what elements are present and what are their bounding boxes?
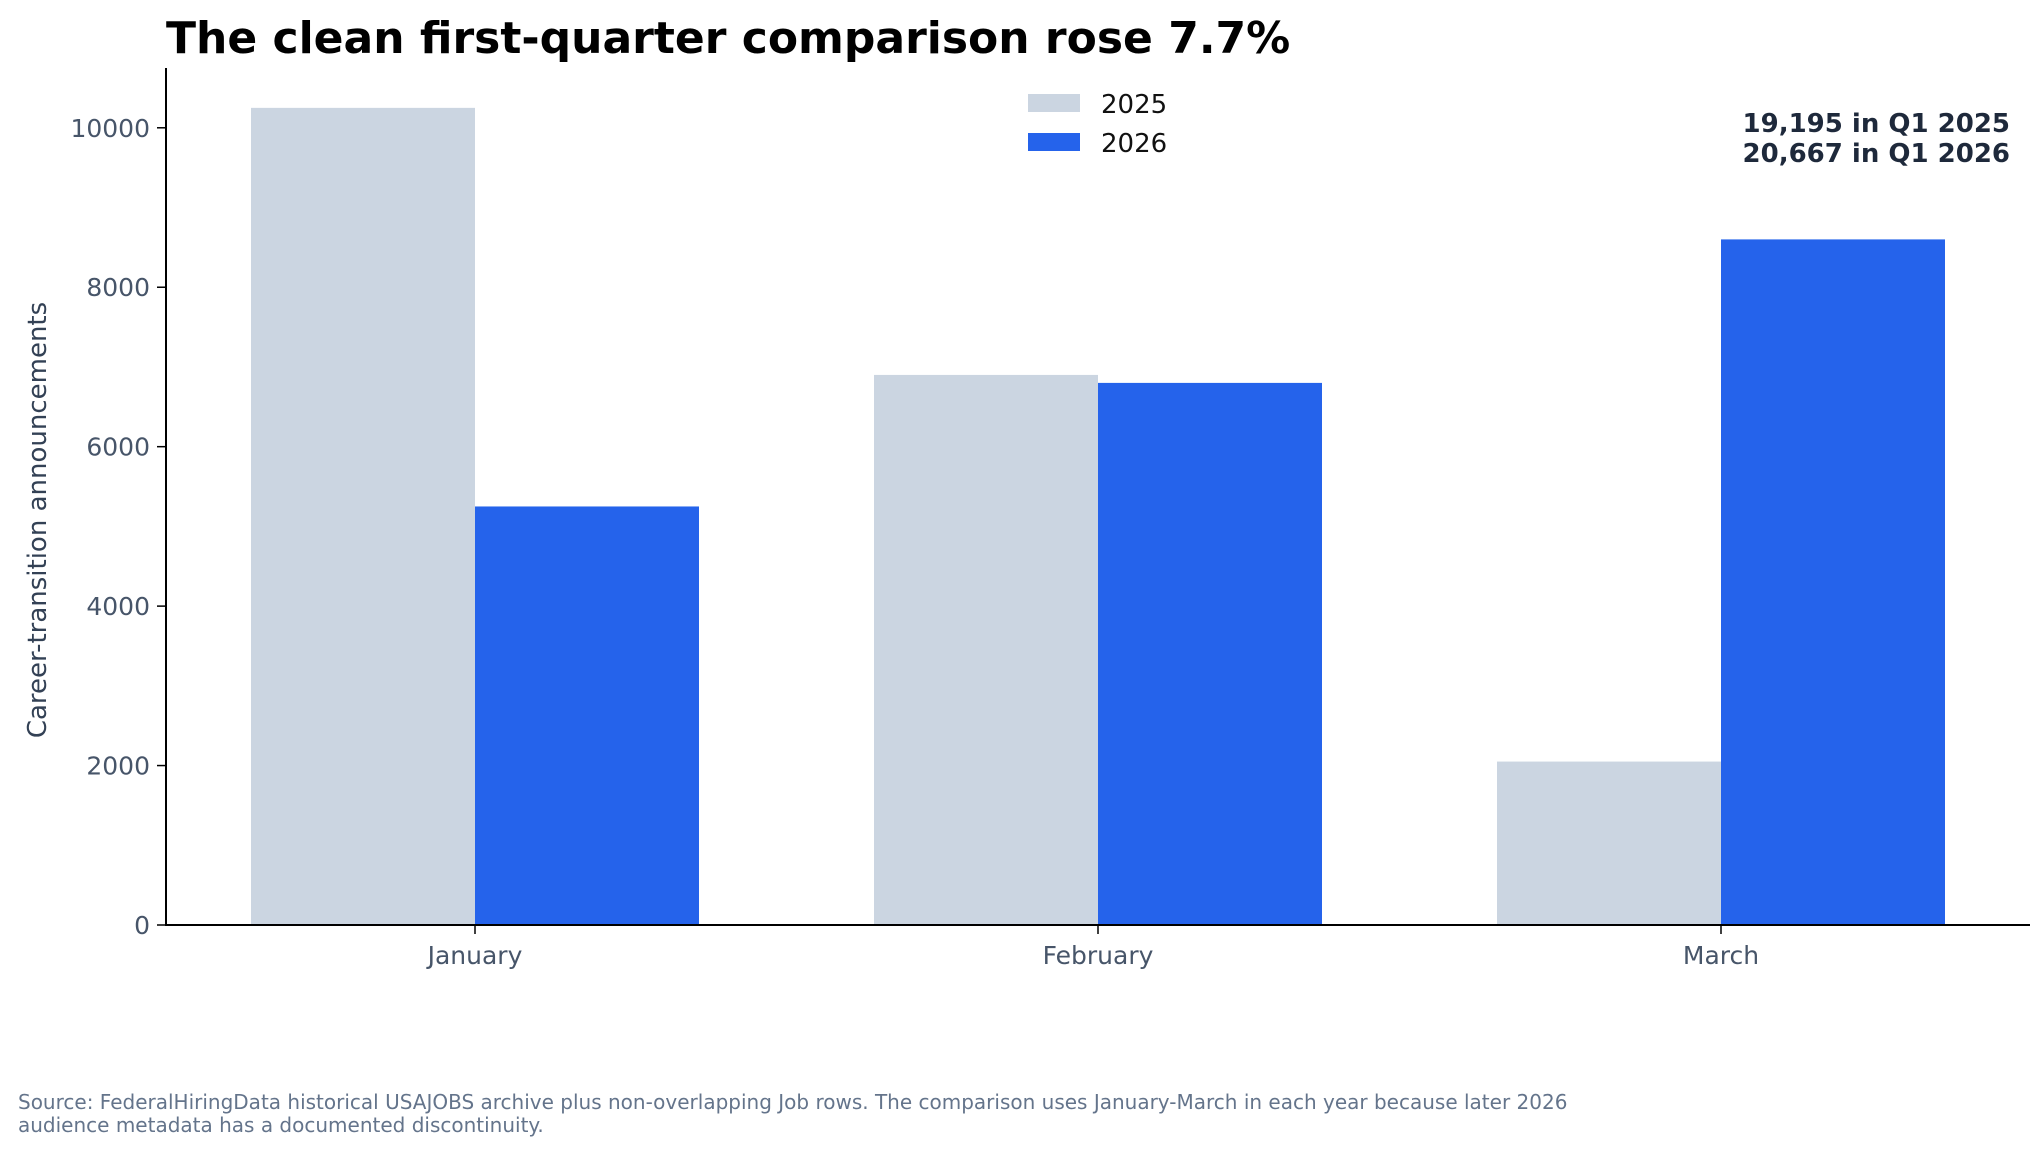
annotation-q1-2025: 19,195 in Q1 2025 <box>1743 109 2010 139</box>
y-tick-label-10000: 10000 <box>70 114 150 143</box>
q1-totals-annotation: 19,195 in Q1 2025 20,667 in Q1 2026 <box>1743 109 2010 169</box>
bar-2026-march <box>1721 239 1945 925</box>
x-tick-label-march: March <box>1683 941 1759 970</box>
annotation-q1-2026: 20,667 in Q1 2026 <box>1743 139 2010 169</box>
y-tick-label-6000: 6000 <box>86 433 150 462</box>
legend-label-2026: 2026 <box>1101 129 1167 159</box>
bar-2026-february <box>1098 382 1322 925</box>
bar-2025-february <box>874 374 1098 926</box>
x-tick-label-february: February <box>1043 941 1154 970</box>
y-axis-label: Career-transition announcements <box>23 302 53 738</box>
legend-swatch-2026 <box>1028 133 1080 151</box>
bar-2025-march <box>1497 761 1721 925</box>
legend-swatch-2025 <box>1028 94 1080 112</box>
y-tick-label-8000: 8000 <box>86 273 150 302</box>
x-tick-label-january: January <box>426 941 523 970</box>
axis-ticks: January February March 0 2000 4000 6000 8000 100… <box>70 114 1759 970</box>
chart-title: The clean first-quarter comparison rose … <box>166 13 1290 64</box>
y-tick-label-0: 0 <box>134 911 150 940</box>
source-note-line-2: audience metadata has a documented disco… <box>18 1113 544 1137</box>
legend-label-2025: 2025 <box>1101 90 1167 120</box>
bars <box>251 107 1945 926</box>
y-tick-label-4000: 4000 <box>86 592 150 621</box>
bar-2026-january <box>475 506 699 925</box>
y-tick-label-2000: 2000 <box>86 752 150 781</box>
bar-2025-january <box>251 107 475 925</box>
source-note-line-1: Source: FederalHiringData historical USA… <box>18 1090 1567 1114</box>
legend: 2025 2026 <box>1028 90 1167 159</box>
